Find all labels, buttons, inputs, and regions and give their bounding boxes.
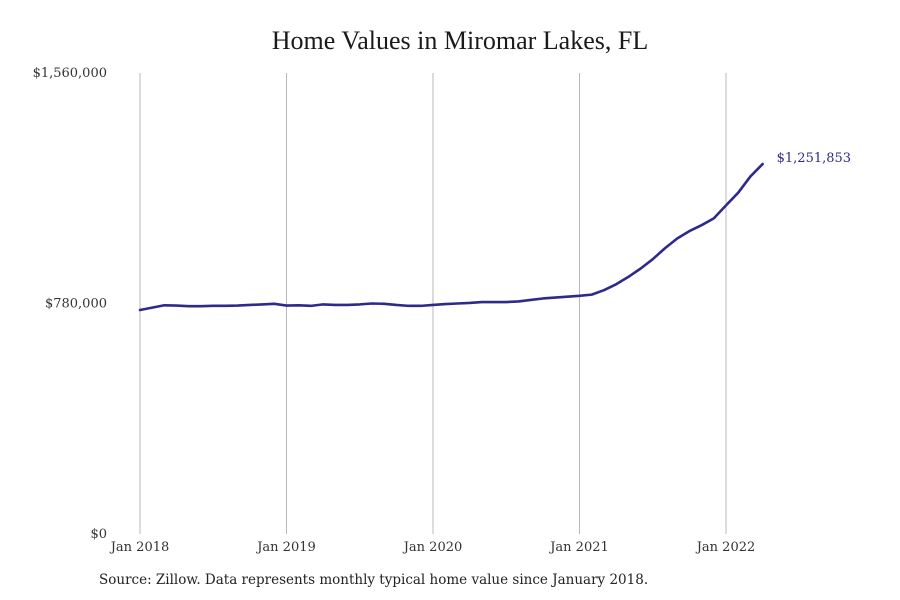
y-axis-tick-labels: $0 $780,000 $1,560,000 bbox=[33, 66, 107, 542]
y-tick-label: $1,560,000 bbox=[33, 66, 107, 81]
x-tick-label: Jan 2021 bbox=[548, 540, 609, 555]
y-tick-label: $0 bbox=[90, 527, 107, 542]
series-layer: $1,251,853 bbox=[138, 151, 851, 312]
x-tick-label: Jan 2019 bbox=[255, 540, 316, 555]
x-axis-tick-labels: Jan 2018 Jan 2019 Jan 2020 Jan 2021 Jan 2022 bbox=[109, 540, 756, 555]
x-tick-label: Jan 2018 bbox=[109, 540, 170, 555]
x-tick-label: Jan 2020 bbox=[402, 540, 463, 555]
y-tick-label: $780,000 bbox=[45, 297, 107, 312]
x-tick-label: Jan 2022 bbox=[695, 540, 756, 555]
chart-title: Home Values in Miromar Lakes, FL bbox=[271, 26, 649, 55]
home-value-line bbox=[138, 162, 764, 312]
source-note: Source: Zillow. Data represents monthly … bbox=[99, 572, 649, 588]
end-value-label: $1,251,853 bbox=[777, 151, 851, 166]
gridlines bbox=[139, 73, 727, 534]
